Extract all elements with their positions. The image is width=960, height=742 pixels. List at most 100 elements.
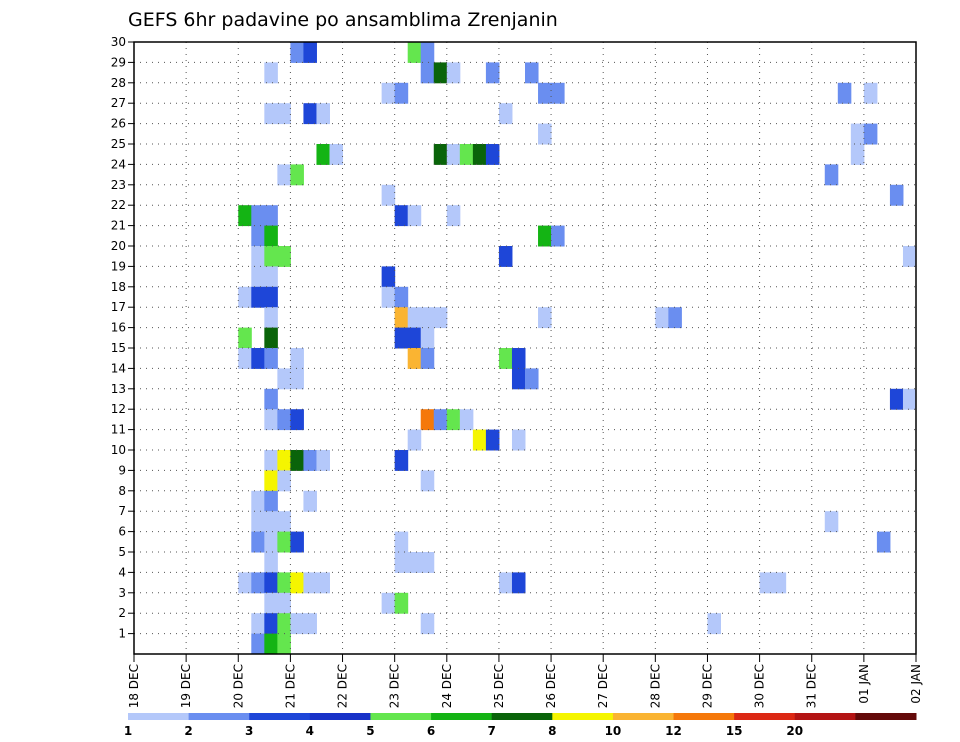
x-tick-label: 24 DEC: [440, 664, 454, 708]
heatmap-cell: [290, 613, 304, 635]
heatmap-cell: [251, 613, 265, 635]
grid-lines: [134, 42, 916, 654]
heatmap-cell: [264, 450, 278, 471]
heatmap-cell: [316, 144, 330, 165]
y-axis: 1234567891011121314151617181920212223242…: [111, 35, 134, 641]
y-tick-label: 10: [111, 443, 126, 457]
heatmap-cell: [407, 348, 422, 369]
x-tick-label: 30 DEC: [753, 664, 767, 708]
y-tick-label: 5: [118, 545, 126, 559]
legend-label: 20: [786, 724, 803, 738]
heatmap-cell: [407, 205, 422, 227]
y-tick-label: 6: [118, 525, 126, 539]
heatmap-cell: [876, 531, 891, 553]
legend-swatch: [794, 713, 856, 720]
heatmap-cell: [863, 82, 878, 104]
heatmap-cell: [394, 552, 409, 573]
heatmap-cell: [251, 348, 265, 369]
heatmap-cell: [264, 470, 278, 492]
heatmap-cell: [485, 144, 500, 165]
heatmap-cell: [264, 348, 278, 369]
heatmap-cell: [551, 225, 565, 247]
heatmap-cell: [863, 123, 878, 145]
legend-label: 2: [184, 724, 192, 738]
heatmap-cell: [290, 164, 304, 186]
y-tick-label: 29: [111, 55, 126, 69]
heatmap-cell: [316, 572, 330, 594]
x-tick-label: 23 DEC: [388, 664, 402, 708]
heatmap-cell: [277, 572, 291, 594]
legend-swatch: [249, 713, 311, 720]
legend-swatch: [734, 713, 796, 720]
heatmap-cell: [433, 409, 448, 431]
heatmap-cell: [264, 633, 278, 655]
heatmap-cell: [459, 409, 474, 431]
heatmap-cell: [290, 450, 304, 471]
heatmap-cell: [446, 144, 461, 165]
heatmap-cell: [251, 205, 265, 227]
y-tick-label: 17: [111, 300, 126, 314]
heatmap-cell: [303, 613, 317, 635]
legend-swatch: [370, 713, 432, 720]
heatmap-cell: [277, 613, 291, 635]
heatmap-cell: [290, 348, 304, 369]
heatmap-cell: [264, 266, 278, 288]
heatmap-cell: [251, 266, 265, 288]
heatmap-cell: [303, 572, 317, 594]
y-tick-label: 1: [118, 627, 126, 641]
x-tick-label: 01 JAN: [857, 664, 871, 704]
heatmap-cell: [394, 450, 409, 471]
heatmap-cell: [381, 286, 396, 308]
heatmap-cell: [394, 286, 409, 308]
heatmap-cell: [538, 82, 552, 104]
heatmap-cell: [446, 205, 461, 227]
y-tick-label: 12: [111, 402, 126, 416]
heatmap-cell: [420, 327, 435, 349]
x-tick-label: 18 DEC: [127, 664, 141, 708]
legend-label: 1: [124, 724, 132, 738]
heatmap-cell: [889, 388, 904, 410]
heatmap-cell: [407, 42, 422, 63]
x-tick-label: 02 JAN: [909, 664, 923, 704]
heatmap-cell: [407, 307, 422, 329]
heatmap-cell: [251, 572, 265, 594]
heatmap-cell: [498, 246, 513, 267]
legend-label: 4: [306, 724, 314, 738]
legend-swatch: [612, 713, 675, 720]
heatmap-cell: [407, 552, 422, 573]
y-tick-label: 19: [111, 259, 126, 273]
heatmap-cell: [538, 123, 552, 145]
heatmap-cell: [277, 450, 291, 471]
y-tick-label: 2: [118, 606, 126, 620]
heatmap-cell: [251, 246, 265, 267]
heatmap-cell: [394, 307, 409, 329]
y-tick-label: 3: [118, 586, 126, 600]
heatmap-cell: [251, 511, 265, 533]
legend-swatch: [431, 713, 493, 720]
heatmap-cell: [394, 327, 409, 349]
heatmap-cell: [889, 184, 904, 206]
heatmap-cell: [238, 286, 252, 308]
y-tick-label: 30: [111, 35, 126, 49]
legend-label: 15: [726, 724, 743, 738]
legend-swatch: [491, 713, 553, 720]
heatmap-cell: [420, 409, 435, 431]
heatmap-cell: [264, 592, 278, 614]
legend-swatch: [188, 713, 250, 720]
heatmap-cell: [381, 266, 396, 288]
heatmap-cell: [472, 429, 487, 451]
heatmap-cell: [290, 531, 304, 553]
heatmap-cell: [446, 62, 461, 84]
y-tick-label: 28: [111, 76, 126, 90]
legend-label: 8: [548, 724, 556, 738]
heatmap-cell: [772, 572, 787, 594]
heatmap-cell: [420, 42, 435, 63]
heatmap-cell: [264, 613, 278, 635]
heatmap-cell: [381, 184, 396, 206]
heatmap-cell: [485, 429, 500, 451]
y-tick-label: 9: [118, 463, 126, 477]
legend-label: 12: [665, 724, 682, 738]
heatmap-cell: [238, 348, 252, 369]
y-tick-label: 14: [111, 361, 126, 375]
